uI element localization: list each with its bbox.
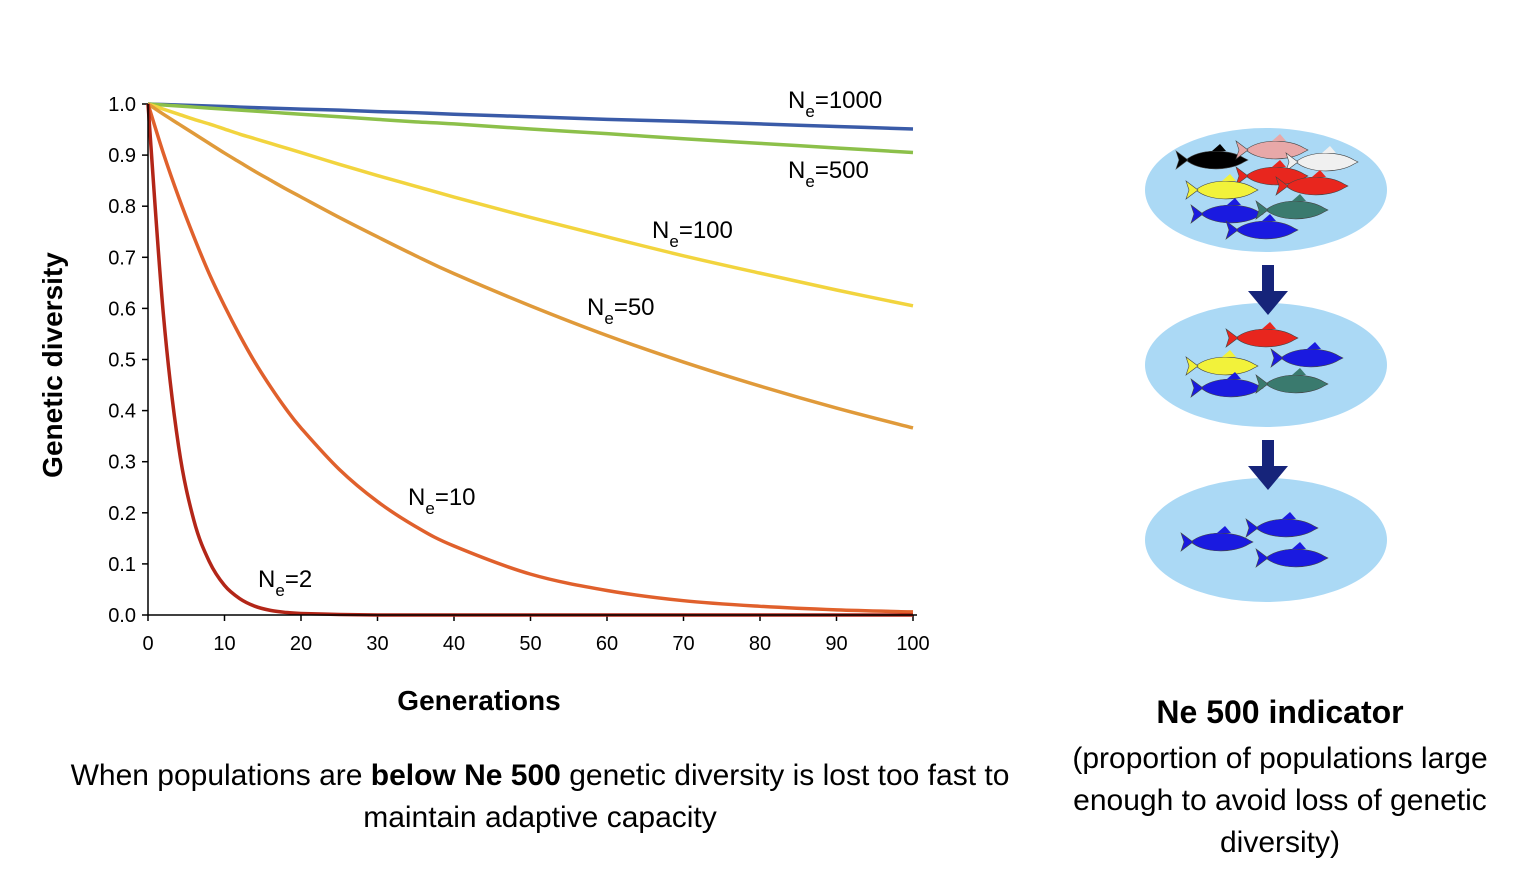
- y-axis-ticks: 0.0 0.1 0.2 0.3 0.4 0.5 0.6 0.7 0.8 0.9 1.0: [108, 94, 148, 627]
- y-tick-label: 0.9: [108, 145, 136, 167]
- caption-part2: genetic diversity is lost too fast to ma…: [363, 759, 1010, 834]
- y-tick-label: 0.1: [108, 554, 136, 576]
- population-2: [1145, 303, 1387, 427]
- y-tick-label: 1.0: [108, 94, 136, 116]
- series-label-2: Ne=100: [652, 217, 733, 251]
- y-tick-label: 0.2: [108, 503, 136, 525]
- series-line-2: [147, 102, 914, 308]
- fish-icon: [1275, 170, 1349, 196]
- population-3: [1145, 478, 1387, 602]
- fish-icon: [1255, 368, 1329, 394]
- indicator-title: Ne 500 indicator: [1156, 694, 1404, 730]
- fish-icon: [1285, 146, 1359, 172]
- fish-icon: [1255, 542, 1329, 568]
- x-tick-label: 40: [443, 633, 465, 655]
- fish-icon: [1245, 512, 1319, 538]
- fish-icon: [1180, 526, 1254, 552]
- x-tick-label: 60: [596, 633, 618, 655]
- fish-icon: [1190, 372, 1264, 398]
- indicator-description: (proportion of populations large enough …: [1072, 742, 1488, 859]
- series-line-4: [146, 103, 914, 614]
- y-tick-label: 0.6: [108, 298, 136, 320]
- genetic-diversity-chart: 0.0 0.1 0.2 0.3 0.4 0.5 0.6 0.7 0.8 0.9 1.0 0 10 20 3…: [37, 87, 930, 716]
- fish-icon: [1255, 194, 1329, 220]
- fish-icon: [1225, 322, 1299, 348]
- x-tick-label: 20: [290, 633, 312, 655]
- fish-icon: [1235, 134, 1309, 160]
- y-tick-label: 0.7: [108, 247, 136, 269]
- population-diagram: [1145, 128, 1387, 602]
- fish-icon: [1270, 342, 1344, 368]
- y-tick-label: 0.0: [108, 605, 136, 627]
- y-tick-label: 0.5: [108, 350, 136, 372]
- population-ellipse: [1145, 303, 1387, 427]
- x-tick-label: 100: [896, 633, 929, 655]
- series-label-4: Ne=10: [408, 484, 476, 518]
- x-axis-ticks: 0 10 20 30 40 50 60 70 80 90 100: [142, 615, 930, 655]
- y-tick-label: 0.8: [108, 196, 136, 218]
- population-1: [1145, 128, 1387, 252]
- x-tick-label: 50: [519, 633, 541, 655]
- down-arrow-icon: [1248, 265, 1288, 315]
- x-tick-label: 70: [672, 633, 694, 655]
- fish-icon: [1190, 198, 1264, 224]
- series-label-5: Ne=2: [258, 566, 312, 600]
- series-lines: [146, 102, 914, 617]
- series-line-3: [147, 102, 914, 430]
- y-tick-label: 0.4: [108, 401, 136, 423]
- caption-bold: below Ne 500: [370, 759, 561, 792]
- fish-icon: [1235, 160, 1309, 186]
- chart-caption: When populations are below Ne 500 geneti…: [40, 755, 1040, 839]
- x-tick-label: 90: [825, 633, 847, 655]
- x-tick-label: 0: [142, 633, 153, 655]
- series-labels: Ne=1000 Ne=500 Ne=100 Ne=50 Ne=10 Ne=2: [258, 87, 882, 600]
- x-tick-label: 30: [366, 633, 388, 655]
- series-label-3: Ne=50: [587, 294, 655, 328]
- fish-icon: [1225, 214, 1299, 240]
- down-arrow-icon: [1248, 440, 1288, 490]
- y-axis-title: Genetic diversity: [37, 252, 68, 478]
- caption-part1: When populations are: [70, 759, 371, 792]
- population-ellipse: [1145, 478, 1387, 602]
- x-axis-title: Generations: [397, 685, 560, 716]
- series-label-0: Ne=1000: [788, 87, 882, 121]
- series-label-1: Ne=500: [788, 157, 869, 191]
- x-tick-label: 10: [213, 633, 235, 655]
- fish-icon: [1185, 174, 1259, 200]
- fish-icon: [1185, 350, 1259, 376]
- fish-icon: [1175, 144, 1249, 170]
- x-tick-label: 80: [749, 633, 771, 655]
- y-tick-label: 0.3: [108, 452, 136, 474]
- series-line-1: [147, 102, 914, 155]
